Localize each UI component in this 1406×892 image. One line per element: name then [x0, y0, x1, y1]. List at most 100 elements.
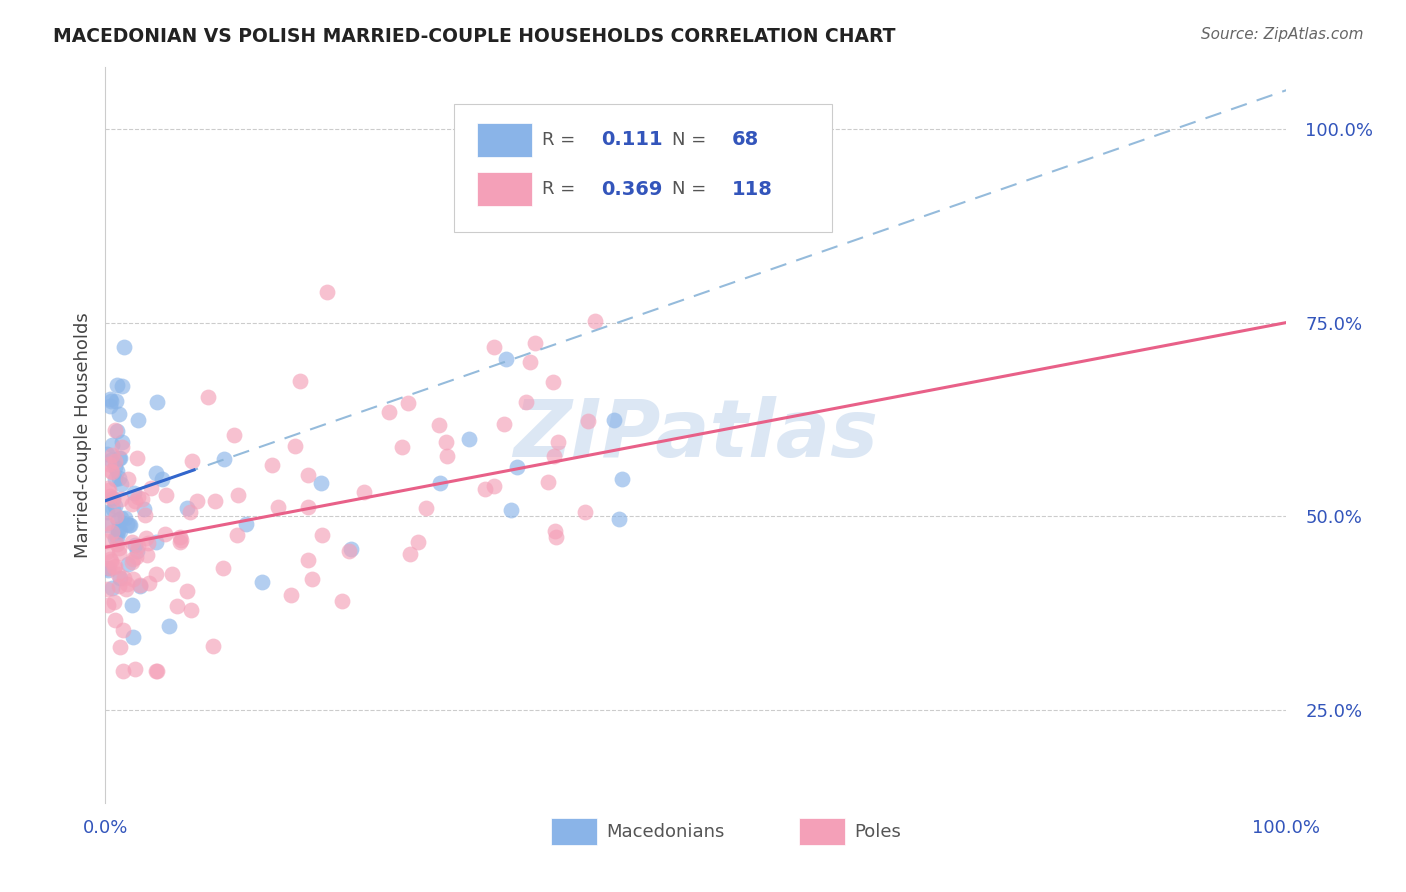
FancyBboxPatch shape [799, 818, 845, 846]
Text: MACEDONIAN VS POLISH MARRIED-COUPLE HOUSEHOLDS CORRELATION CHART: MACEDONIAN VS POLISH MARRIED-COUPLE HOUS… [53, 27, 896, 45]
Point [97, 483, 120, 497]
Point [482, 478, 505, 492]
Point [145, 567, 167, 582]
Point [134, 508, 156, 522]
Point [250, 574, 273, 589]
Text: Source: ZipAtlas.com: Source: ZipAtlas.com [1201, 27, 1364, 42]
Point [145, 395, 167, 409]
Point [101, 524, 124, 539]
Point [378, 404, 401, 418]
Point [115, 517, 138, 532]
Point [125, 543, 148, 558]
Point [96, 545, 118, 559]
Point [107, 524, 129, 538]
Point [105, 425, 128, 439]
Point [105, 508, 128, 523]
Point [297, 552, 319, 566]
Point [108, 541, 131, 556]
Point [100, 554, 122, 568]
Point [101, 437, 124, 451]
Point [301, 572, 323, 586]
Point [290, 375, 312, 389]
Point [100, 448, 122, 462]
Point [474, 482, 496, 496]
Point [396, 396, 419, 410]
Point [96, 505, 118, 519]
Point [127, 539, 149, 553]
Point [523, 335, 546, 350]
Point [150, 472, 173, 486]
Point [136, 535, 159, 549]
Point [103, 560, 125, 574]
Point [104, 393, 127, 408]
Point [117, 558, 139, 572]
Point [105, 378, 128, 392]
Point [98, 399, 121, 413]
Point [224, 428, 246, 442]
Point [112, 340, 135, 354]
Point [574, 505, 596, 519]
Point [100, 452, 122, 467]
Point [179, 505, 201, 519]
Point [108, 450, 131, 465]
FancyBboxPatch shape [478, 172, 531, 206]
Point [96, 582, 118, 597]
Point [139, 481, 162, 495]
Text: N =: N = [672, 131, 713, 149]
Point [436, 450, 458, 464]
Point [127, 413, 149, 427]
Point [100, 465, 122, 479]
Point [96, 560, 118, 574]
Point [97, 457, 120, 471]
Point [111, 664, 134, 678]
Point [212, 451, 235, 466]
Point [124, 662, 146, 676]
Point [96, 518, 118, 533]
Point [111, 435, 134, 450]
Point [118, 518, 141, 533]
Point [96, 533, 118, 548]
Point [108, 579, 131, 593]
Point [146, 664, 169, 678]
Point [544, 530, 567, 544]
Point [108, 571, 131, 585]
Point [122, 486, 145, 500]
Point [115, 576, 138, 591]
Point [107, 546, 129, 560]
Point [176, 583, 198, 598]
Point [96, 447, 118, 461]
Point [125, 450, 148, 465]
Point [583, 314, 606, 328]
Point [197, 390, 219, 404]
Point [121, 555, 143, 569]
Point [204, 494, 226, 508]
FancyBboxPatch shape [551, 818, 596, 846]
Text: 68: 68 [731, 130, 759, 149]
Point [160, 567, 183, 582]
Point [107, 513, 129, 527]
Point [145, 535, 167, 549]
Point [124, 538, 146, 552]
Point [105, 530, 128, 544]
Point [108, 408, 131, 422]
Point [112, 571, 135, 585]
Point [576, 414, 599, 428]
Point [391, 440, 413, 454]
Point [108, 640, 131, 655]
Point [134, 501, 156, 516]
Point [434, 434, 457, 449]
Point [169, 535, 191, 549]
Point [131, 492, 153, 507]
Point [284, 439, 307, 453]
Point [97, 598, 120, 612]
Point [104, 459, 127, 474]
Point [127, 490, 149, 504]
Point [170, 533, 193, 547]
Text: 0.369: 0.369 [602, 179, 662, 199]
Point [105, 537, 128, 551]
Point [104, 613, 127, 627]
Point [544, 524, 567, 538]
Point [145, 467, 167, 481]
FancyBboxPatch shape [478, 123, 531, 157]
Point [98, 489, 121, 503]
